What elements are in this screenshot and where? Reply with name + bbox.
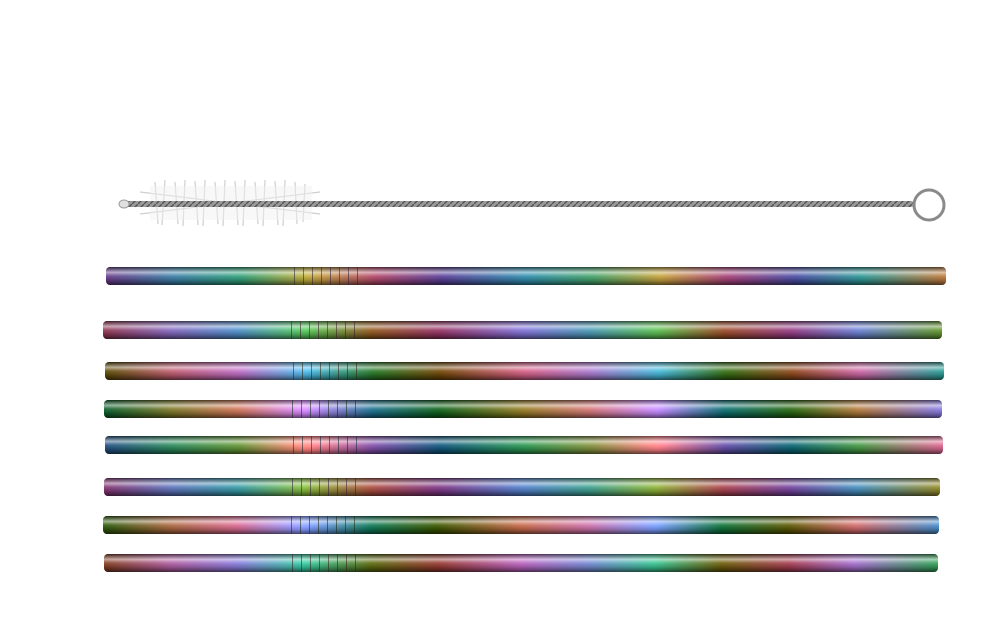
straw-grip-ridges bbox=[285, 362, 365, 380]
straw bbox=[103, 516, 939, 534]
straw bbox=[105, 362, 944, 380]
straw-grip-ridges bbox=[285, 436, 365, 454]
straw bbox=[104, 400, 942, 418]
straw bbox=[104, 478, 940, 496]
brush-tip bbox=[118, 199, 130, 209]
brush-ring-handle bbox=[912, 188, 946, 222]
straw bbox=[104, 554, 938, 572]
straw bbox=[103, 321, 942, 339]
straw-grip-ridges bbox=[284, 400, 364, 418]
brush-wire bbox=[122, 201, 914, 207]
straw-grip-ridges bbox=[286, 267, 366, 285]
straw-grip-ridges bbox=[283, 516, 363, 534]
straw bbox=[105, 436, 943, 454]
straw bbox=[106, 267, 946, 285]
straw-grip-ridges bbox=[283, 321, 363, 339]
straw-grip-ridges bbox=[284, 554, 364, 572]
straw-grip-ridges bbox=[284, 478, 364, 496]
